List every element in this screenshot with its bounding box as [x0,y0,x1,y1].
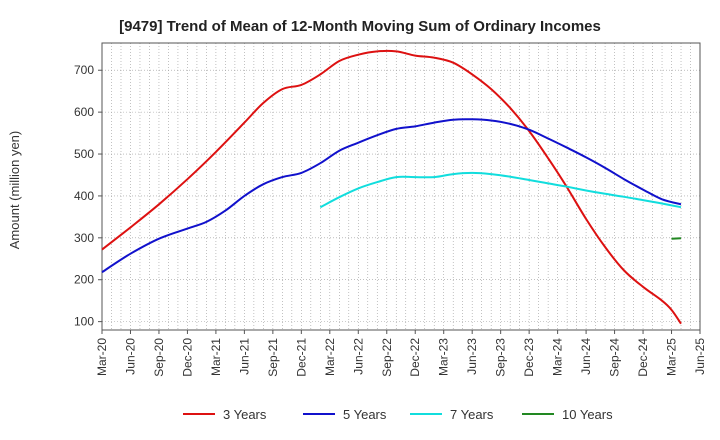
x-tick-label: Dec-20 [180,338,194,377]
series-line-5-years [101,118,682,274]
y-tick-label: 100 [74,315,94,329]
legend-label-7-years: 7 Years [450,407,494,422]
legend-label-5-years: 5 Years [343,407,387,422]
x-tick-label: Mar-21 [209,338,223,376]
x-tick-label: Dec-21 [294,338,308,377]
x-tick-label: Jun-21 [237,338,251,375]
y-axis-label: Amount (million yen) [7,131,22,250]
series-line-10-years [671,237,682,240]
plot-frame [101,42,701,331]
x-tick-label: Sep-22 [380,338,394,377]
y-tick-label: 600 [74,105,94,119]
y-tick-label: 300 [74,231,94,245]
x-tick-label: Mar-23 [437,338,451,376]
x-tick-label: Mar-24 [551,338,565,376]
y-tick-label: 200 [74,273,94,287]
x-axis: Mar-20 Jun-20 Sep-20 Dec-20 Mar-21 Jun-21 Sep-… [95,330,707,377]
x-tick-label: Dec-23 [522,338,536,377]
x-tick-label: Dec-24 [636,338,650,377]
legend-label-3-years: 3 Years [223,407,267,422]
x-tick-label: Jun-23 [465,338,479,375]
x-tick-label: Mar-25 [665,338,679,376]
y-tick-label: 400 [74,189,94,203]
x-tick-label: Sep-23 [494,338,508,377]
x-tick-label: Sep-24 [608,338,622,377]
chart-title: [9479] Trend of Mean of 12-Month Moving … [119,18,601,35]
x-tick-label: Jun-22 [351,338,365,375]
x-tick-label: Jun-20 [123,338,137,375]
x-tick-label: Dec-22 [408,338,422,377]
x-tick-label: Jun-24 [579,338,593,375]
x-tick-label: Jun-25 [693,338,707,375]
series-line-7-years [319,171,682,209]
y-axis: 100 200 300 400 500 600 700 [74,63,102,329]
y-tick-label: 700 [74,63,94,77]
legend-label-10-years: 10 Years [562,407,613,422]
series-line-3-years [101,49,682,325]
x-tick-label: Mar-22 [323,338,337,376]
legend: 3 Years 5 Years 7 Years 10 Years [183,407,613,422]
x-tick-label: Sep-20 [152,338,166,377]
x-tick-label: Sep-21 [266,338,280,377]
x-tick-label: Mar-20 [95,338,109,376]
grid [101,43,701,330]
series-group [101,49,682,325]
y-tick-label: 500 [74,147,94,161]
